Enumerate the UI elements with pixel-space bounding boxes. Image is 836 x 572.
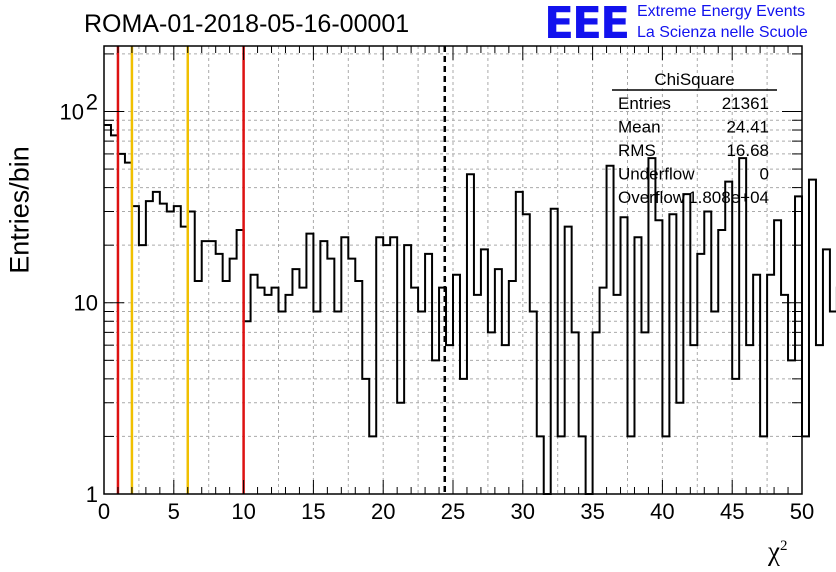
y-tick-label: 10: [74, 291, 98, 316]
eee-logo: EEE: [544, 0, 630, 49]
stats-title: ChiSquare: [654, 70, 734, 89]
y-tick-label: 1: [86, 482, 98, 507]
x-tick-label: 35: [580, 499, 604, 524]
x-tick-label: 5: [168, 499, 180, 524]
stats-row-value: 24.41: [726, 118, 769, 137]
x-tick-label: 10: [231, 499, 255, 524]
stats-row-value: 16.68: [726, 141, 769, 160]
histogram-line: [104, 123, 836, 495]
x-axis-label: χ2: [768, 536, 787, 567]
y-tick-label: 10: [60, 99, 84, 124]
stats-row-label: Underflow: [618, 165, 695, 184]
x-tick-label: 40: [650, 499, 674, 524]
x-tick-label: 25: [441, 499, 465, 524]
x-tick-label: 15: [301, 499, 325, 524]
x-axis-label-sup: 2: [779, 538, 788, 554]
stats-row-value: 21361: [722, 94, 769, 113]
x-tick-label: 50: [790, 499, 814, 524]
stats-row-label: Entries: [618, 94, 671, 113]
stats-row-label: Overflow: [618, 188, 686, 207]
x-tick-label: 45: [720, 499, 744, 524]
x-tick-label: 30: [511, 499, 535, 524]
x-tick-label: 20: [371, 499, 395, 524]
stats-row-label: RMS: [618, 141, 656, 160]
logo-line-1: Extreme Energy Events: [637, 3, 806, 20]
stats-row-value: 1.808e+04: [688, 188, 769, 207]
chart-title: ROMA-01-2018-05-16-00001: [84, 10, 410, 38]
stats-row-label: Mean: [618, 118, 661, 137]
stats-row-value: 0: [760, 165, 769, 184]
x-tick-label: 0: [98, 499, 110, 524]
y-tick-label-sup: 2: [86, 89, 98, 114]
logo-line-2: La Scienza nelle Scuole: [637, 24, 808, 41]
x-axis-label-text: χ: [768, 536, 780, 566]
